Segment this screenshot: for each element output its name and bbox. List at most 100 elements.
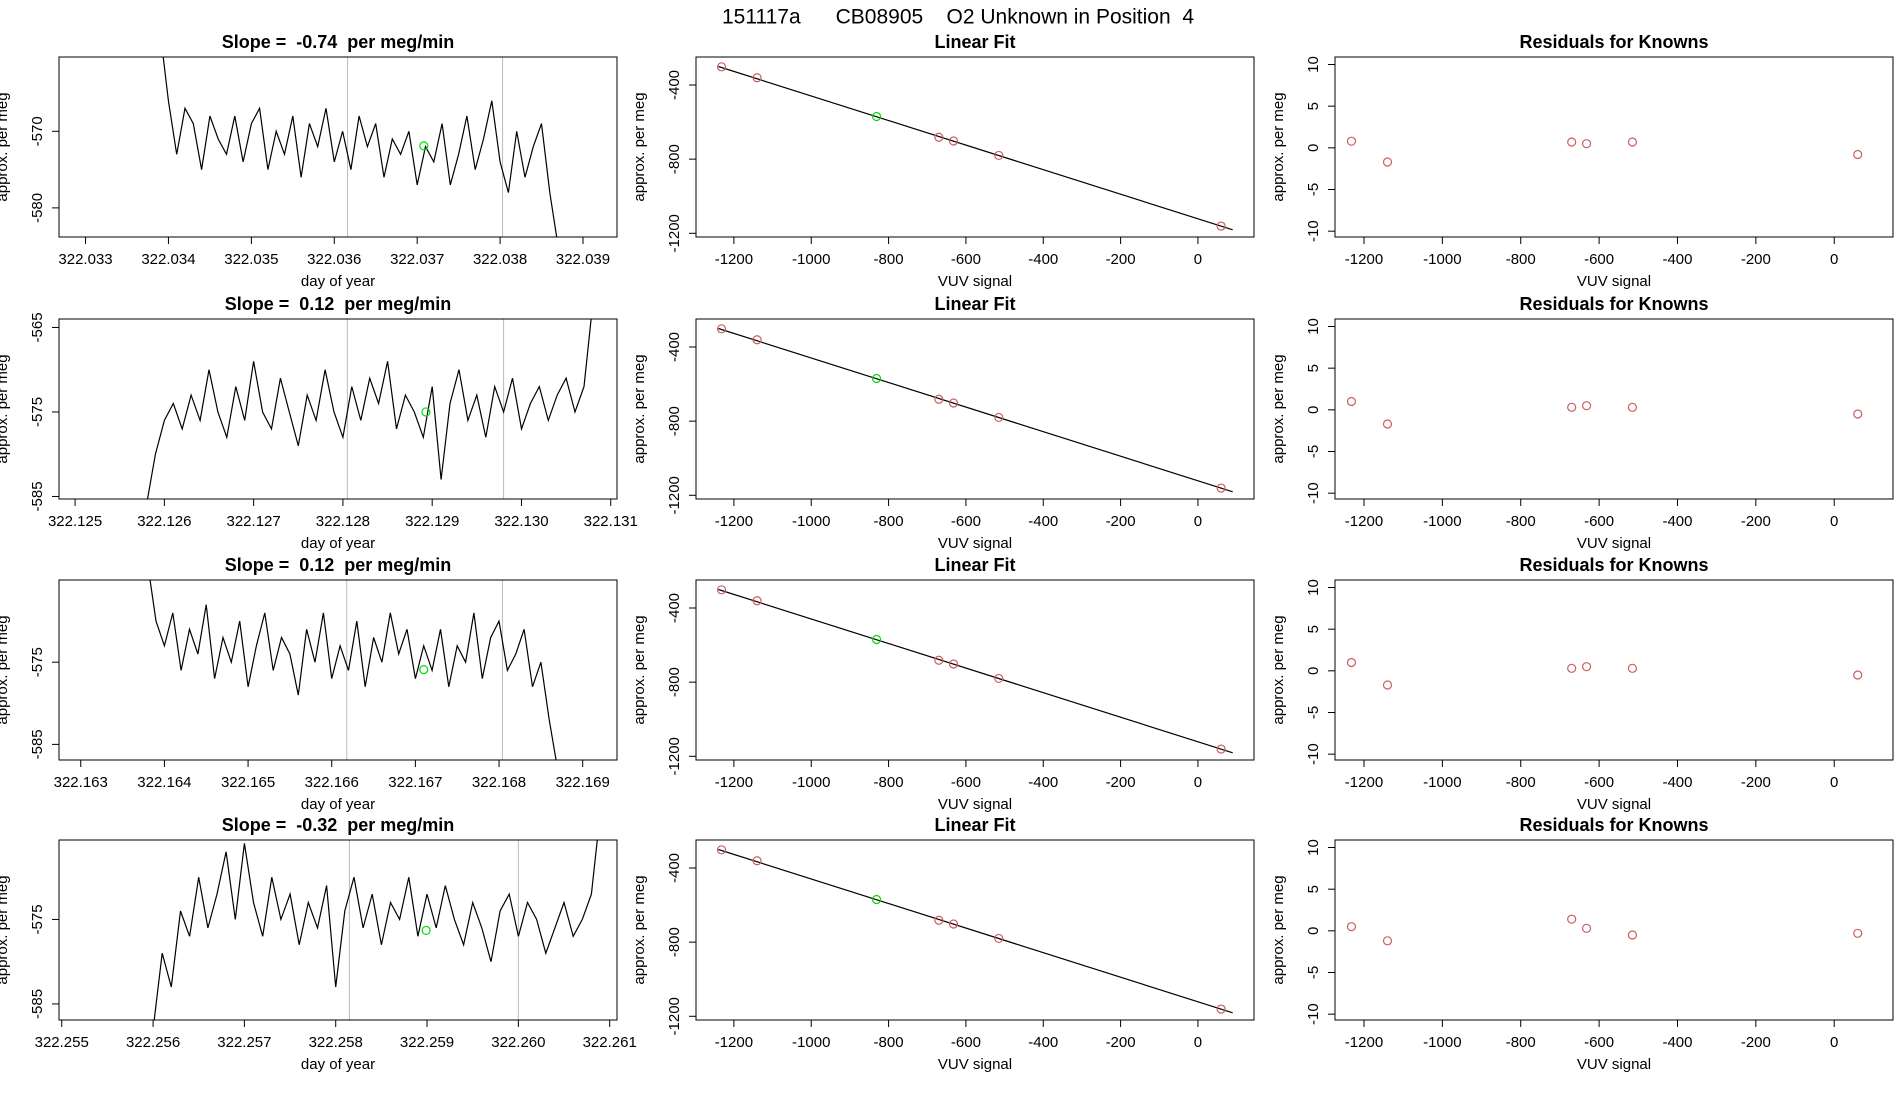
panel: Slope = 0.12 per meg/min day of year appro… [0,555,618,813]
x-tick-label: -1200 [715,513,753,530]
panel: Linear Fit VUV signal approx. per meg -1200… [631,555,1255,813]
data-point [1346,396,1357,407]
data-point [948,136,959,146]
data-point [948,398,959,408]
y-tick-label: -585 [29,989,46,1019]
data-point [1216,744,1226,754]
plot-frame [58,318,618,500]
x-tick-label: 322.039 [556,251,610,268]
panel-title: Slope = -0.74 per meg/min [222,32,455,52]
plot-area [149,580,557,760]
plot-area [1346,657,1863,690]
x-tick-label: 322.255 [35,1034,89,1051]
x-tick-label: 0 [1194,774,1202,791]
y-tick-label: -575 [29,647,46,677]
x-tick-label: -200 [1106,513,1136,530]
y-tick-label: 10 [1305,318,1322,335]
data-point [1382,157,1393,167]
panel-title: Residuals for Knowns [1519,32,1708,52]
plot-area [1346,914,1863,946]
x-tick-label: 0 [1830,251,1838,268]
y-tick-label: -400 [666,332,683,362]
panel-title: Linear Fit [934,815,1015,835]
x-tick-label: -1000 [792,251,830,268]
x-axis-label: VUV signal [1577,1056,1651,1073]
data-point [1346,922,1357,932]
data-line [146,319,592,499]
plot-area [1346,396,1863,429]
x-tick-label: -1000 [1423,774,1461,791]
y-axis-label: approx. per meg [1270,875,1287,984]
x-tick-label: 322.169 [556,774,610,791]
data-point [752,73,762,83]
x-tick-label: -400 [1028,513,1058,530]
x-axis-label: VUV signal [938,796,1012,813]
y-tick-label: -800 [666,144,683,174]
panel-title: Slope = 0.12 per meg/min [225,555,452,575]
y-axis-label: approx. per meg [0,875,11,984]
x-axis-label: VUV signal [938,273,1012,290]
plot-frame [695,579,1255,761]
plot-frame [58,839,618,1021]
y-tick-label: -800 [666,927,683,957]
y-tick-label: 10 [1305,56,1322,73]
x-tick-label: 0 [1830,1034,1838,1051]
x-tick-label: -1000 [1423,513,1461,530]
plot-frame [1334,56,1894,238]
y-axis-label: approx. per meg [1270,92,1287,201]
y-tick-label: -575 [29,397,46,427]
y-axis-label: approx. per meg [631,875,648,984]
x-tick-label: -1200 [715,251,753,268]
data-point [716,845,727,855]
data-point [948,659,959,669]
data-point [1346,136,1357,146]
y-tick-label: -1200 [666,737,683,775]
x-tick-label: -800 [1506,513,1536,530]
x-axis-label: VUV signal [938,535,1012,552]
y-axis-label: approx. per meg [631,615,648,724]
panel: Slope = 0.12 per meg/min day of year appro… [0,294,638,552]
data-point [1627,402,1638,412]
data-point [871,373,882,384]
x-tick-label: -200 [1106,1034,1136,1051]
plot-area [716,585,1233,754]
y-tick-label: 0 [1305,667,1322,675]
panel: Residuals for Knowns VUV signal approx. pe… [1270,32,1894,290]
y-tick-label: -400 [666,853,683,883]
plot-frame [1334,839,1894,1021]
data-point [871,894,882,905]
data-point [1567,137,1577,147]
y-tick-label: -5 [1305,706,1322,719]
data-point [948,919,959,929]
panel: Linear Fit VUV signal approx. per meg -1200… [631,815,1255,1073]
x-tick-label: 322.033 [58,251,112,268]
x-tick-label: -1000 [792,513,830,530]
data-point [1382,936,1393,946]
data-point [1382,680,1393,690]
panel-title: Residuals for Knowns [1519,294,1708,314]
data-line [149,580,557,760]
y-tick-label: -10 [1305,1003,1322,1025]
x-tick-label: 322.165 [221,774,275,791]
data-point [871,111,882,122]
y-tick-label: -580 [29,193,46,223]
y-axis-label: approx. per meg [0,615,11,724]
x-tick-label: -400 [1662,1034,1692,1051]
panel: Linear Fit VUV signal approx. per meg -1200… [631,294,1255,552]
panel-title: Slope = -0.32 per meg/min [222,815,455,835]
data-point [994,933,1004,944]
data-line [162,57,558,237]
x-tick-label: 322.035 [224,251,278,268]
x-tick-label: 322.131 [584,513,638,530]
x-tick-label: -600 [1584,1034,1614,1051]
x-axis-label: day of year [301,796,375,813]
plot-frame [695,318,1255,500]
x-axis-label: day of year [301,535,375,552]
x-tick-label: 322.038 [473,251,527,268]
data-point [1216,483,1226,493]
x-axis-label: VUV signal [938,1056,1012,1073]
x-tick-label: 322.258 [309,1034,363,1051]
y-tick-label: -800 [666,406,683,436]
x-tick-label: 322.163 [54,774,108,791]
x-tick-label: -600 [1584,251,1614,268]
